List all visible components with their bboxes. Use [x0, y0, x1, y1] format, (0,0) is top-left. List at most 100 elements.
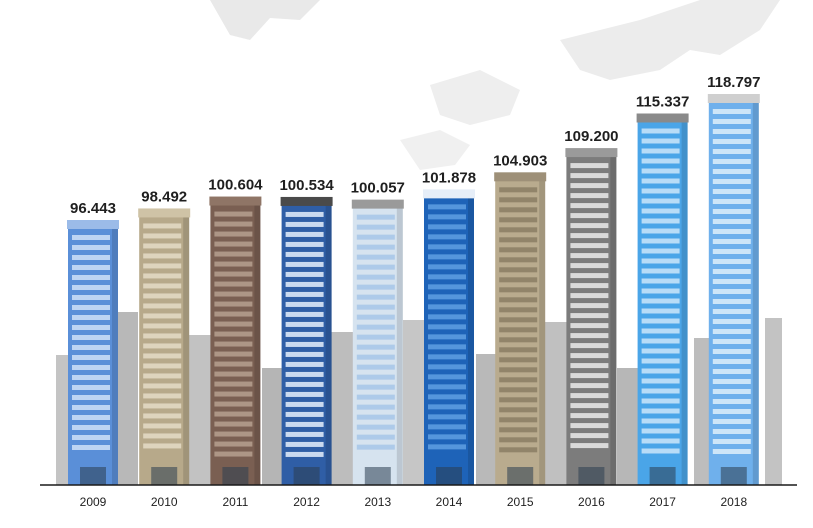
- window-row: [499, 287, 538, 293]
- window-row: [641, 178, 680, 184]
- window-row: [641, 438, 680, 444]
- labels: 96.443 2009 98.492 2010 100.604 2011 100.534 20…: [70, 74, 760, 509]
- building-2012: [280, 196, 333, 485]
- window-row: [570, 213, 609, 219]
- window-row: [641, 148, 680, 154]
- window-row: [356, 404, 395, 410]
- window-row: [356, 284, 395, 290]
- window-row: [214, 301, 253, 307]
- window-row: [641, 228, 680, 234]
- window-row: [356, 254, 395, 260]
- window-row: [428, 254, 466, 260]
- window-row: [712, 159, 751, 164]
- window-row: [499, 337, 538, 343]
- bar-shade: [752, 97, 759, 485]
- window-row: [143, 223, 182, 229]
- window-row: [356, 434, 395, 440]
- window-row: [285, 231, 324, 237]
- window-row: [72, 275, 110, 280]
- backdrop-block: [188, 335, 213, 485]
- window-row: [356, 364, 395, 370]
- x-tick-label-2016: 2016: [578, 495, 605, 509]
- window-row: [641, 258, 680, 264]
- window-row: [641, 238, 680, 244]
- window-row: [72, 335, 110, 340]
- window-row: [285, 301, 324, 307]
- window-row: [428, 444, 466, 450]
- bar-shade: [681, 116, 688, 485]
- window-row: [570, 423, 609, 429]
- window-row: [499, 277, 538, 283]
- window-row: [641, 128, 680, 134]
- window-row: [570, 203, 609, 209]
- window-row: [712, 279, 751, 284]
- window-row: [712, 419, 751, 424]
- window-row: [72, 315, 110, 320]
- window-row: [499, 307, 538, 313]
- window-row: [72, 255, 110, 260]
- window-row: [143, 323, 182, 329]
- window-row: [570, 273, 609, 279]
- window-row: [641, 348, 680, 354]
- building-2013: [351, 199, 404, 485]
- bar-shade: [183, 211, 190, 485]
- window-row: [570, 343, 609, 349]
- window-row: [72, 425, 110, 430]
- window-row: [72, 325, 110, 330]
- window-row: [285, 271, 324, 277]
- window-row: [712, 239, 751, 244]
- window-row: [570, 283, 609, 289]
- window-row: [570, 233, 609, 239]
- window-row: [214, 371, 253, 377]
- window-row: [570, 293, 609, 299]
- window-row: [143, 383, 182, 389]
- window-row: [143, 243, 182, 249]
- window-row: [72, 245, 110, 250]
- window-row: [72, 445, 110, 450]
- window-row: [214, 221, 253, 227]
- window-row: [712, 199, 751, 204]
- roof: [209, 196, 262, 206]
- window-row: [570, 173, 609, 179]
- window-row: [570, 333, 609, 339]
- window-row: [641, 248, 680, 254]
- window-row: [641, 278, 680, 284]
- window-row: [499, 197, 538, 203]
- bar-shade: [325, 199, 332, 485]
- window-row: [428, 324, 466, 330]
- window-row: [143, 403, 182, 409]
- window-row: [712, 369, 751, 374]
- window-row: [570, 253, 609, 259]
- window-row: [641, 198, 680, 204]
- window-row: [428, 404, 466, 410]
- window-row: [285, 341, 324, 347]
- x-tick-label-2014: 2014: [436, 495, 463, 509]
- window-row: [570, 393, 609, 399]
- window-row: [712, 179, 751, 184]
- entrance: [720, 467, 747, 485]
- roof: [423, 189, 475, 199]
- window-row: [214, 361, 253, 367]
- window-row: [428, 234, 466, 240]
- window-row: [570, 313, 609, 319]
- window-row: [356, 264, 395, 270]
- window-row: [499, 367, 538, 373]
- x-tick-label-2017: 2017: [649, 495, 676, 509]
- window-row: [570, 163, 609, 169]
- window-row: [428, 344, 466, 350]
- x-tick-label-2013: 2013: [364, 495, 391, 509]
- data-label-2009: 96.443: [70, 200, 116, 217]
- window-row: [712, 439, 751, 444]
- window-row: [712, 319, 751, 324]
- window-row: [214, 441, 253, 447]
- window-row: [712, 409, 751, 414]
- window-row: [285, 441, 324, 447]
- window-row: [499, 447, 538, 453]
- bar-shade: [539, 175, 546, 485]
- window-row: [428, 414, 466, 420]
- window-row: [712, 379, 751, 384]
- window-row: [143, 263, 182, 269]
- window-row: [499, 427, 538, 433]
- window-row: [499, 397, 538, 403]
- window-row: [72, 345, 110, 350]
